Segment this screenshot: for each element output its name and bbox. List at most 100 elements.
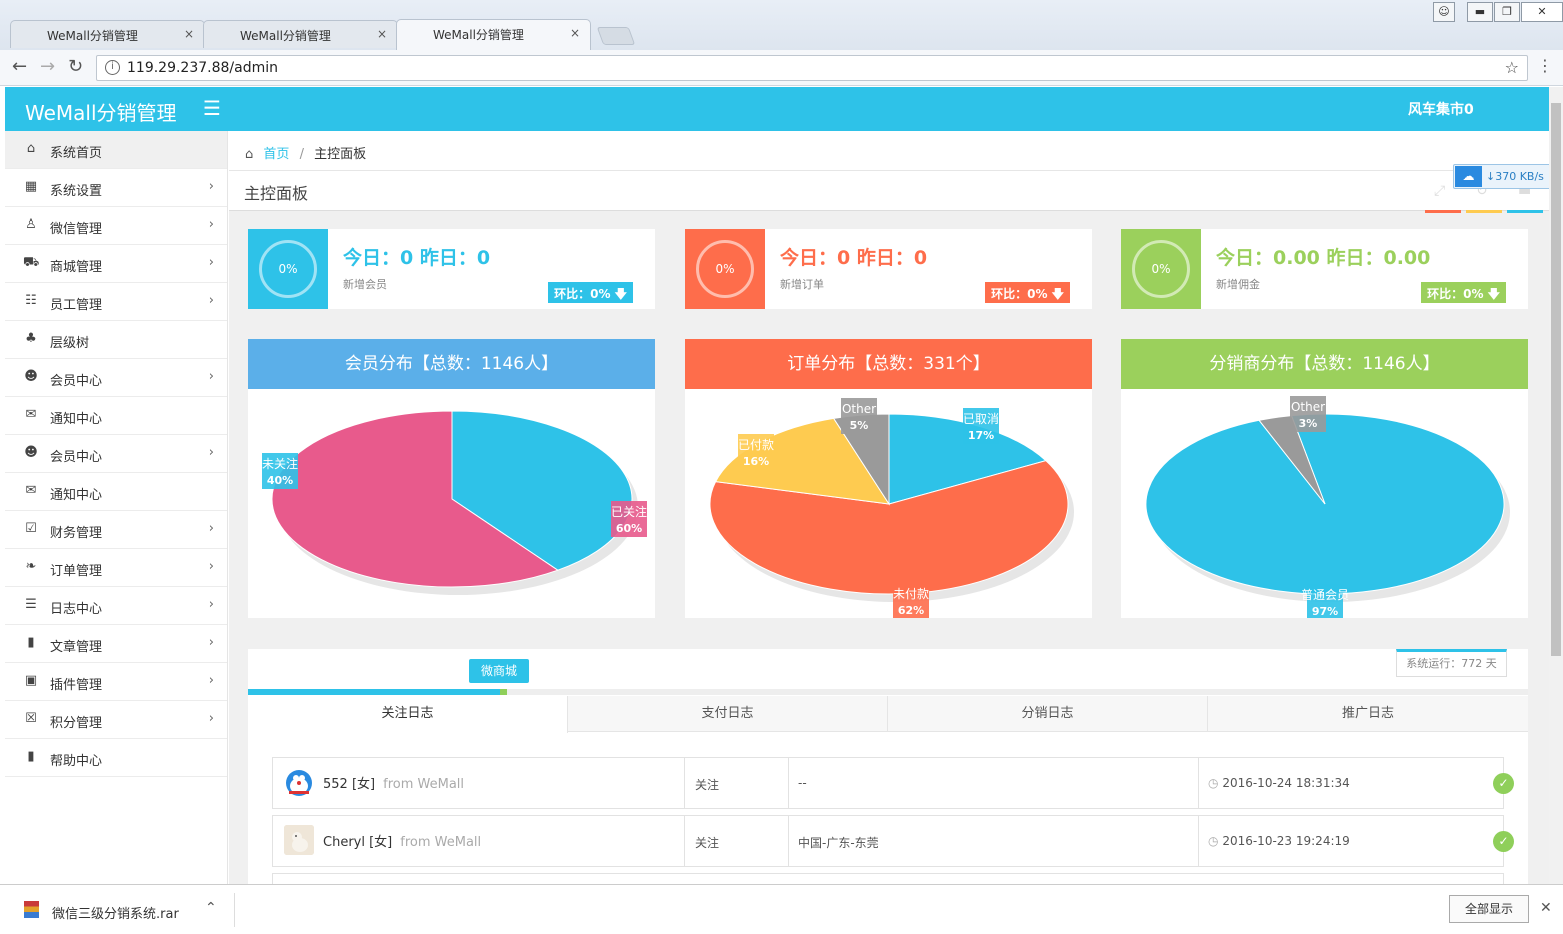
percent-ring: 0% [259, 240, 317, 298]
log-row[interactable]: Cheryl [女] from WeMall 关注 中国-广东-东莞 ◷ 2016… [272, 815, 1514, 867]
log-location: 中国-广东-东莞 [788, 816, 1198, 866]
sidebar-item[interactable]: ⌂ 系统首页 [5, 131, 227, 169]
chart-title: 分销商分布【总数：1146人】 [1121, 339, 1528, 389]
tab-promotion-log[interactable]: 推广日志 [1341, 706, 1394, 721]
new-tab-button[interactable] [596, 27, 636, 45]
penguin-icon: ♙ [25, 217, 37, 232]
chevron-up-icon[interactable]: ⌃ [205, 900, 217, 916]
sidebar-item[interactable]: ✉ 通知中心 [5, 473, 227, 511]
uptime-label: 系统运行：772 天 [1396, 649, 1507, 677]
restore-icon[interactable]: ❐ [1494, 2, 1520, 22]
fullscreen-icon[interactable]: ⤢ [1434, 183, 1446, 199]
refresh-icon[interactable]: ↻ [1476, 183, 1488, 199]
check-square-icon: ☑ [25, 521, 37, 536]
minimize-icon[interactable]: ▬ [1467, 2, 1493, 22]
sidebar-item[interactable]: ❧ 订单管理 › [5, 549, 227, 587]
tab-distribution-log[interactable]: 分销日志 [888, 696, 1208, 732]
tab-close-icon[interactable]: × [183, 27, 194, 41]
url-field[interactable]: i 119.29.237.88/admin ☆ [96, 55, 1528, 81]
arrow-down-icon: 🡇 [1487, 287, 1500, 301]
page-title: 主控面板 [229, 171, 1549, 211]
percent-ring: 0% [1132, 240, 1190, 298]
avatar [284, 825, 314, 855]
shop-progress-tag: 微商城 [469, 659, 529, 683]
sidebar-item[interactable]: ☻ 会员中心 › [5, 435, 227, 473]
breadcrumb-home[interactable]: 首页 [263, 147, 290, 162]
page-scrollbar[interactable] [1549, 87, 1563, 884]
browser-tab[interactable]: WeMall分销管理 × [10, 20, 205, 48]
sidebar-item[interactable]: ✉ 通知中心 [5, 397, 227, 435]
sidebar-item-label: 微信管理 [50, 222, 103, 237]
slice-label: 未关注 [262, 456, 298, 471]
pie-slice[interactable] [271, 410, 559, 588]
bookmark-star-icon[interactable]: ☆ [1504, 58, 1519, 77]
book-icon: ▮ [27, 635, 35, 650]
sidebar-item-label: 系统首页 [50, 146, 103, 161]
envelope-icon: ✉ [25, 407, 37, 422]
sidebar-item-label: 插件管理 [50, 678, 103, 693]
browser-menu-icon[interactable]: ⋮ [1537, 56, 1553, 75]
sidebar-item[interactable]: ☑ 财务管理 › [5, 511, 227, 549]
user-name: 552 [323, 777, 348, 792]
scrollbar-thumb[interactable] [1551, 103, 1561, 656]
slice-label: 已关注 [611, 504, 647, 519]
sidebar-item[interactable]: ▮ 帮助中心 [5, 739, 227, 777]
reload-icon[interactable]: ↻ [68, 56, 84, 77]
tab-close-icon[interactable]: × [376, 27, 387, 41]
chevron-right-icon: › [208, 217, 214, 232]
app-logo[interactable]: WeMall分销管理 [25, 101, 177, 125]
sidebar-item[interactable]: ⛟ 商城管理 › [5, 245, 227, 283]
sidebar-item-label: 员工管理 [50, 298, 103, 313]
sidebar-item[interactable]: ▣ 插件管理 › [5, 663, 227, 701]
sidebar-item[interactable]: ▮ 文章管理 › [5, 625, 227, 663]
chevron-right-icon: › [208, 445, 214, 460]
browser-tab[interactable]: WeMall分销管理 × [203, 20, 398, 48]
sidebar-item[interactable]: ☷ 员工管理 › [5, 283, 227, 321]
stat-card-commission: 0% 今日：0.00 昨日：0.00 新增佣金 环比：0% 🡇 [1121, 229, 1528, 309]
menu-toggle-icon[interactable]: ☰ [203, 96, 221, 120]
accent-line-red [1425, 210, 1461, 213]
show-all-button[interactable]: 全部显示 [1449, 895, 1529, 923]
info-icon[interactable]: i [105, 60, 120, 75]
tab-close-icon[interactable]: × [569, 26, 580, 40]
network-speed-widget: ☁ ↓370 KB/s [1453, 164, 1556, 189]
sidebar-item-label: 会员中心 [50, 450, 103, 465]
close-window-icon[interactable]: ✕ [1521, 2, 1563, 22]
user-gender: [女] [351, 777, 376, 792]
profile-icon[interactable]: ☺ [1433, 2, 1455, 22]
pie-slice[interactable] [1145, 413, 1505, 595]
tab-follow-log[interactable]: 关注日志 [248, 696, 568, 733]
arrow-down-icon: 🡇 [1051, 287, 1064, 301]
order-pie-card: 订单分布【总数：331个】 已取消 17% 未付款 62% 已付款 16% Other 5% [685, 339, 1092, 618]
user-name[interactable]: 风车集市0 [1408, 102, 1474, 118]
log-action: 关注 [684, 758, 788, 808]
sidebar-item[interactable]: ♙ 微信管理 › [5, 207, 227, 245]
sidebar-item[interactable]: ☻ 会员中心 › [5, 359, 227, 397]
slice-label-box [262, 453, 298, 489]
ratio-text: 环比：0% [991, 287, 1048, 301]
log-row[interactable]: 552 [女] from WeMall 关注 -- ◷ 2016-10-24 18… [272, 757, 1514, 809]
sidebar-item-label: 通知中心 [50, 412, 103, 427]
log-panel: 系统运行：772 天 微商城 关注日志 支付日志 分销日志 推广日志 552 [… [248, 649, 1528, 893]
sidebar-item[interactable]: ☒ 积分管理 › [5, 701, 227, 739]
forward-icon[interactable]: → [40, 56, 56, 77]
slice-label: 已付款 [738, 438, 774, 452]
pie-slice[interactable] [451, 410, 633, 571]
sidebar-item-label: 财务管理 [50, 526, 103, 541]
accent-line-blue [1507, 210, 1543, 213]
tab-payment-log[interactable]: 支付日志 [568, 696, 888, 732]
download-file-name[interactable]: 微信三级分销系统.rar [52, 907, 179, 922]
sidebar-item[interactable]: ☰ 日志中心 › [5, 587, 227, 625]
close-icon[interactable]: ✕ [1540, 900, 1552, 916]
tab-title: WeMall分销管理 [240, 29, 331, 43]
sidebar: ⌂ 系统首页 ▦ 系统设置 › ♙ 微信管理 › ⛟ 商城管理 › ☷ 员工管理 › ♣ 层级树 ☻ 会员中心 › ✉… [5, 131, 228, 884]
browser-tab-active[interactable]: WeMall分销管理 × [396, 19, 591, 50]
sidebar-item[interactable]: ♣ 层级树 [5, 321, 227, 359]
distributor-pie-card: 分销商分布【总数：1146人】 普通会员 97% Other 3% [1121, 339, 1528, 618]
slice-label: Other [1291, 400, 1325, 414]
sidebar-item[interactable]: ▦ 系统设置 › [5, 169, 227, 207]
member-pie-card: 会员分布【总数：1146人】 未关注 40% 已关注 60% [248, 339, 655, 618]
progress-bar [248, 689, 1528, 695]
app-header: WeMall分销管理 ☰ 风车集市0 [5, 87, 1549, 131]
back-icon[interactable]: ← [12, 56, 28, 77]
